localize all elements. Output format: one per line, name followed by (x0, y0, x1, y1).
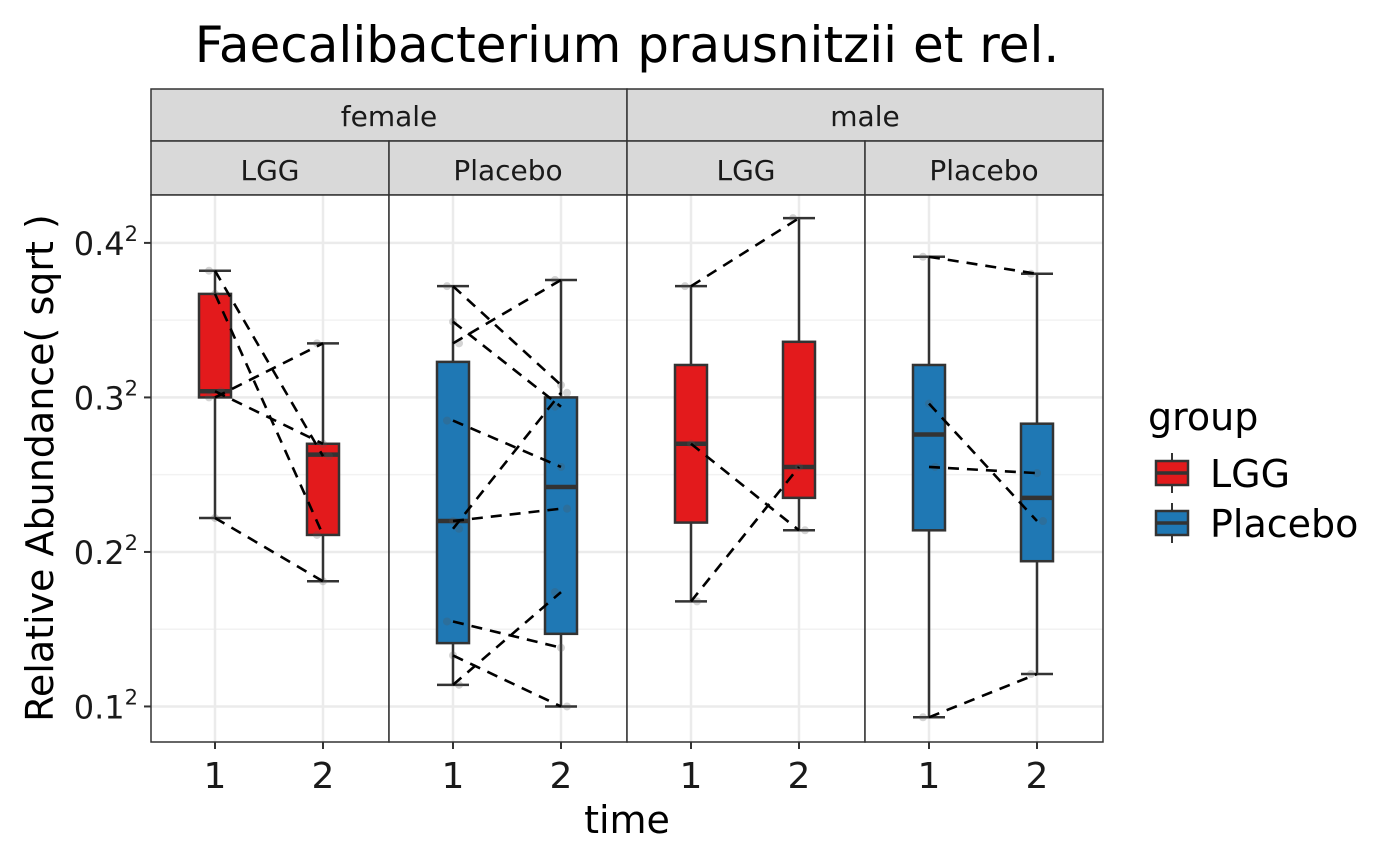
paired-line (451, 391, 563, 530)
data-point (1027, 670, 1035, 679)
facet-strip-label: Placebo (453, 154, 562, 187)
x-tick-label: 2 (312, 756, 335, 797)
data-point (443, 416, 451, 425)
boxplot-Placebo-time-1 (911, 255, 947, 719)
data-point (563, 702, 571, 711)
panel-background (151, 195, 389, 742)
legend-label: LGG (1210, 452, 1290, 496)
data-point (325, 452, 333, 461)
panel-background (627, 195, 865, 742)
facet-strip-group (388, 140, 628, 196)
paired-line (452, 278, 562, 345)
legend-label: Placebo (1210, 502, 1358, 546)
data-point (681, 282, 689, 291)
paired-line (690, 442, 800, 532)
data-point (919, 252, 927, 261)
facet-strip-female (150, 88, 628, 142)
data-point (563, 504, 571, 513)
box-iqr (911, 363, 947, 532)
y-tick-label: 0.32 (74, 376, 138, 417)
box-iqr (305, 442, 341, 537)
box-iqr (435, 360, 471, 645)
y-tick-label: 0.22 (74, 531, 138, 572)
paired-line (928, 672, 1038, 719)
boxplot-Placebo-time-2 (543, 278, 579, 708)
panel-background (389, 195, 627, 742)
legend: group LGG Placebo (1148, 395, 1358, 546)
paired-line (213, 293, 325, 536)
boxplot-LGG-time-2 (781, 216, 817, 532)
facet-panel-male-Placebo: Placebo 1 2 (864, 140, 1104, 797)
paired-line (690, 217, 800, 288)
paired-line (452, 419, 562, 469)
facet-strip-label: female (341, 100, 438, 133)
x-tick-label: 1 (442, 756, 465, 797)
data-point (801, 526, 809, 535)
paired-line (213, 270, 325, 457)
data-point (919, 713, 927, 722)
legend-item-Placebo: Placebo (1154, 502, 1358, 546)
facet-strip-label: LGG (717, 154, 776, 187)
facet-strip-label: male (830, 100, 899, 133)
x-tick-label: 1 (918, 756, 941, 797)
x-tick-label: 2 (788, 756, 811, 797)
facet-panel-male-LGG: LGG 1 2 (626, 140, 866, 797)
y-axis-title: Relative Abundance( sqrt ) (18, 214, 62, 722)
facet-strip-group (150, 140, 390, 196)
panel-background (865, 195, 1103, 742)
box-iqr (1019, 422, 1055, 563)
data-point (455, 524, 463, 533)
facet-strip-label: LGG (241, 154, 300, 187)
x-tick-label: 2 (550, 756, 573, 797)
chart-title: Faecalibacterium prausnitzii et rel. (195, 16, 1060, 74)
data-point (563, 388, 571, 397)
x-tick-label: 1 (204, 756, 227, 797)
box-iqr (543, 396, 579, 636)
legend-title: group (1148, 395, 1258, 439)
data-point (443, 282, 451, 291)
data-point (313, 530, 321, 539)
paired-line (452, 320, 562, 408)
y-tick-label: 0.12 (74, 685, 138, 726)
boxplot-Placebo-time-2 (1019, 272, 1055, 676)
facet-strip-group (626, 140, 866, 196)
legend-item-LGG: LGG (1154, 452, 1290, 496)
x-tick-label: 2 (1026, 756, 1049, 797)
facet-panel-female-Placebo: Placebo 1 2 (388, 140, 628, 797)
data-point (205, 393, 213, 402)
facet-strip-group (864, 140, 1104, 196)
facet-strip-male (626, 88, 1104, 142)
paired-line (689, 466, 801, 603)
data-point (693, 597, 701, 606)
paired-line (452, 591, 562, 686)
facet-strip-label: Placebo (929, 154, 1038, 187)
data-point (1039, 517, 1047, 526)
panel-border (864, 194, 1104, 743)
paired-line (452, 654, 562, 708)
data-point (557, 643, 565, 652)
paired-line (214, 390, 324, 445)
data-point (205, 266, 213, 275)
paired-line (928, 402, 1038, 522)
facet-panel-female-LGG: LGG 1 2 (150, 140, 390, 797)
paired-line (214, 516, 324, 583)
box-iqr (781, 340, 817, 500)
paired-line (214, 342, 324, 399)
y-tick-label: 0.42 (74, 222, 138, 263)
paired-line (452, 285, 562, 387)
box-iqr (197, 292, 233, 399)
x-axis-title: time (584, 798, 670, 842)
facet-panels: female male LGG 1 2 Placebo 1 2 LGG 1 2 Placebo 1 2 0.… (74, 88, 1104, 797)
data-point (1033, 469, 1041, 478)
data-point (443, 617, 451, 626)
x-tick-label: 1 (680, 756, 703, 797)
